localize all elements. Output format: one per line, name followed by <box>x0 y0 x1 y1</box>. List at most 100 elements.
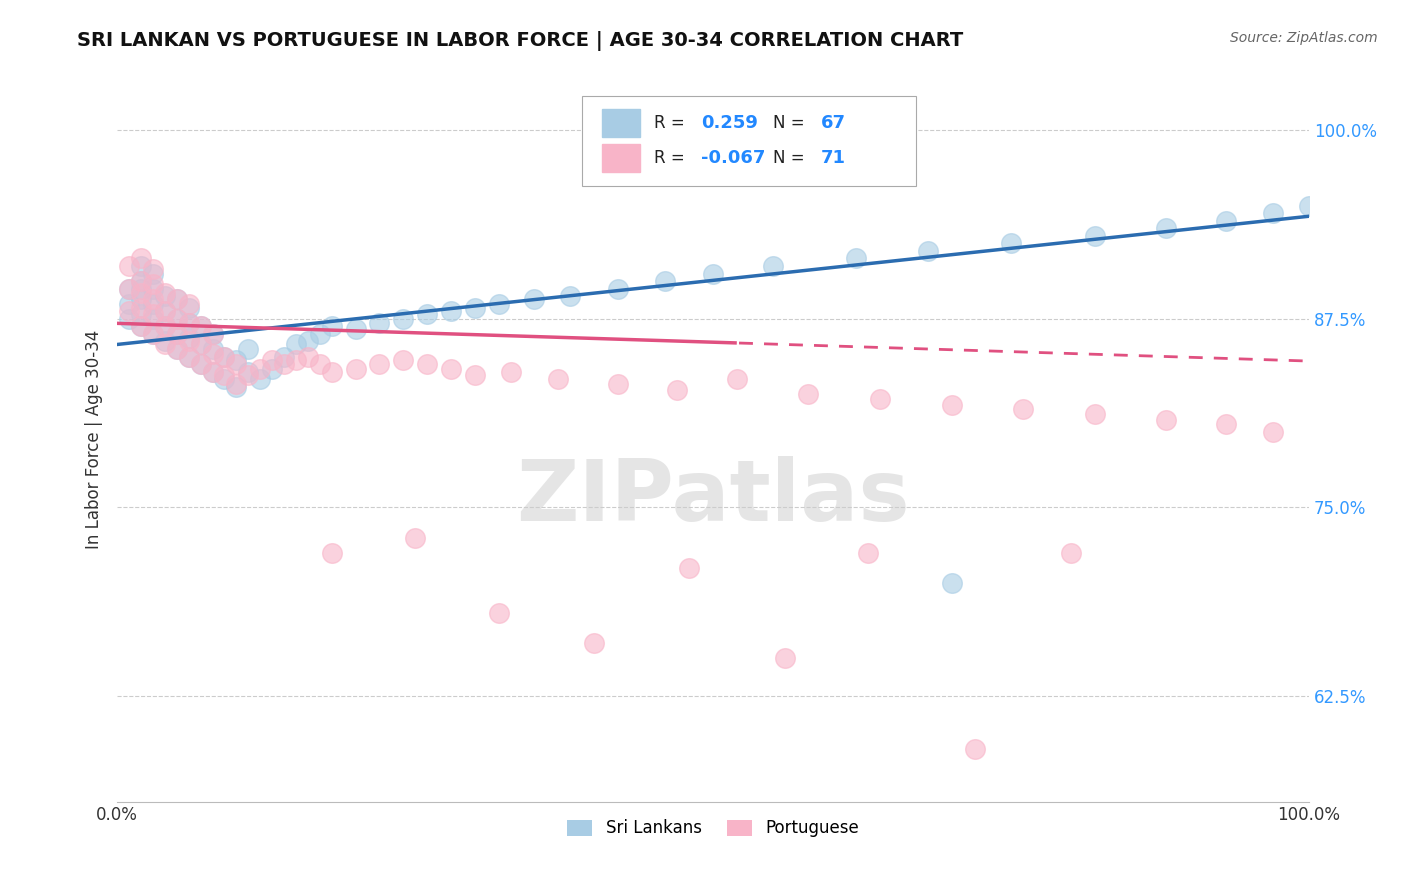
Text: R =: R = <box>654 114 685 132</box>
Point <box>392 352 415 367</box>
Point <box>1083 407 1105 421</box>
Point <box>129 307 152 321</box>
Point <box>190 337 212 351</box>
FancyBboxPatch shape <box>582 95 915 186</box>
Point <box>238 342 260 356</box>
Point <box>368 316 391 330</box>
Text: -0.067: -0.067 <box>702 149 766 167</box>
Point <box>1000 236 1022 251</box>
Point <box>129 319 152 334</box>
Point <box>118 297 141 311</box>
Point <box>297 334 319 349</box>
Point <box>201 346 224 360</box>
Point <box>225 357 247 371</box>
Text: ZIPatlas: ZIPatlas <box>516 456 910 539</box>
Point <box>321 546 343 560</box>
Point <box>214 372 236 386</box>
Point <box>177 316 200 330</box>
Point <box>190 337 212 351</box>
Point <box>142 277 165 292</box>
Point <box>177 350 200 364</box>
FancyBboxPatch shape <box>602 110 640 136</box>
Point <box>177 350 200 364</box>
Point <box>166 342 188 356</box>
Point <box>488 606 510 620</box>
Point <box>606 376 628 391</box>
Text: 0.259: 0.259 <box>702 114 758 132</box>
Point <box>142 292 165 306</box>
Point <box>142 297 165 311</box>
Point <box>166 342 188 356</box>
Point <box>308 357 330 371</box>
Point <box>166 326 188 341</box>
Point <box>166 326 188 341</box>
Point <box>190 319 212 334</box>
Point <box>142 262 165 277</box>
Point <box>166 292 188 306</box>
Text: Source: ZipAtlas.com: Source: ZipAtlas.com <box>1230 31 1378 45</box>
Point <box>762 259 785 273</box>
Point <box>273 357 295 371</box>
Point <box>308 326 330 341</box>
Point <box>404 531 426 545</box>
Point <box>118 282 141 296</box>
Point <box>238 365 260 379</box>
Legend: Sri Lankans, Portuguese: Sri Lankans, Portuguese <box>561 813 866 844</box>
Point <box>285 337 308 351</box>
Point <box>129 259 152 273</box>
Point <box>678 560 700 574</box>
Point <box>214 350 236 364</box>
Point <box>1215 417 1237 432</box>
Point <box>547 372 569 386</box>
Point <box>129 274 152 288</box>
Point <box>177 301 200 316</box>
Point <box>118 282 141 296</box>
Point <box>249 361 271 376</box>
Point <box>702 267 724 281</box>
Point <box>1263 206 1285 220</box>
Point <box>129 274 152 288</box>
Point <box>153 286 176 301</box>
Point <box>1060 546 1083 560</box>
Point <box>153 289 176 303</box>
Point <box>856 546 879 560</box>
Point <box>214 368 236 382</box>
Point <box>177 331 200 345</box>
Point <box>1083 228 1105 243</box>
Point <box>129 319 152 334</box>
Point <box>118 311 141 326</box>
Point <box>166 311 188 326</box>
Point <box>201 326 224 341</box>
Point <box>344 361 367 376</box>
Point <box>201 365 224 379</box>
Point <box>666 383 689 397</box>
Point <box>166 292 188 306</box>
Point <box>142 311 165 326</box>
Point <box>965 741 987 756</box>
Point <box>654 274 676 288</box>
Point <box>190 319 212 334</box>
Point <box>129 252 152 266</box>
Point <box>1012 402 1035 417</box>
Point <box>941 575 963 590</box>
Point <box>142 282 165 296</box>
Point <box>153 304 176 318</box>
Point <box>606 282 628 296</box>
Text: 67: 67 <box>821 114 845 132</box>
Point <box>297 350 319 364</box>
Point <box>201 365 224 379</box>
Point <box>499 365 522 379</box>
Point <box>368 357 391 371</box>
Point <box>845 252 868 266</box>
Point <box>416 307 439 321</box>
Point <box>153 304 176 318</box>
Point <box>392 311 415 326</box>
Text: SRI LANKAN VS PORTUGUESE IN LABOR FORCE | AGE 30-34 CORRELATION CHART: SRI LANKAN VS PORTUGUESE IN LABOR FORCE … <box>77 31 963 51</box>
Point <box>344 322 367 336</box>
Point <box>118 259 141 273</box>
Point <box>262 361 284 376</box>
Point <box>249 372 271 386</box>
Point <box>190 357 212 371</box>
Point <box>129 286 152 301</box>
Point <box>523 292 546 306</box>
